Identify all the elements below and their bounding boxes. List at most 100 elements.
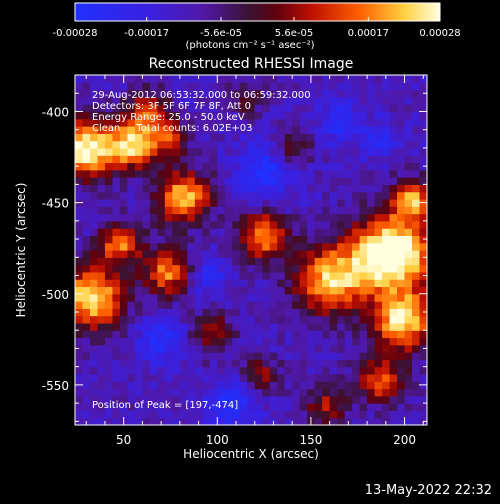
heatmap-cell — [179, 198, 188, 207]
heatmap-cell — [172, 395, 181, 404]
heatmap-cell — [164, 118, 173, 127]
heatmap-cell — [149, 410, 158, 419]
heatmap-cell — [374, 279, 383, 288]
heatmap-cell — [314, 359, 323, 368]
heatmap-cell — [209, 198, 218, 207]
heatmap-cell — [382, 315, 391, 324]
heatmap-cell — [322, 315, 331, 324]
heatmap-cell — [172, 206, 181, 215]
heatmap-cell — [269, 126, 278, 134]
heatmap-cell — [397, 235, 406, 244]
heatmap-cell — [142, 228, 151, 237]
heatmap-cell — [404, 169, 413, 178]
heatmap-cell — [104, 359, 114, 368]
heatmap-cell — [382, 293, 391, 302]
heatmap-cell — [329, 410, 338, 419]
heatmap-cell — [277, 220, 286, 229]
heatmap-cell — [217, 169, 226, 178]
heatmap-cell — [164, 147, 173, 156]
heatmap-cell — [412, 301, 421, 309]
heatmap-cell — [307, 155, 316, 164]
heatmap-cell — [104, 118, 114, 127]
heatmap-cell — [262, 184, 271, 193]
heatmap-cell — [329, 191, 338, 200]
heatmap-cell — [232, 242, 241, 251]
heatmap-cell — [217, 140, 226, 149]
heatmap-cell — [337, 104, 346, 113]
heatmap-cell — [179, 279, 188, 288]
heatmap-cell — [179, 403, 188, 412]
heatmap-cell — [277, 89, 286, 98]
heatmap-cell — [419, 133, 427, 142]
heatmap-cell — [344, 373, 353, 382]
heatmap-cell — [157, 118, 166, 127]
heatmap-cell — [187, 104, 196, 113]
heatmap-cell — [322, 169, 331, 178]
heatmap-cell — [89, 140, 99, 149]
heatmap-cell — [382, 359, 391, 368]
heatmap-cell — [149, 417, 158, 425]
heatmap-cell — [142, 381, 151, 390]
heatmap-cell — [194, 271, 203, 280]
heatmap-cell — [187, 133, 196, 142]
heatmap-cell — [157, 373, 166, 382]
heatmap-cell — [104, 293, 114, 302]
heatmap-cell — [412, 286, 421, 295]
heatmap-cell — [397, 96, 406, 105]
heatmap-cell — [352, 133, 361, 142]
heatmap-cell — [352, 250, 361, 258]
heatmap-cell — [157, 177, 166, 185]
heatmap-cell — [352, 381, 361, 390]
heatmap-cell — [254, 96, 263, 105]
heatmap-cell — [397, 315, 406, 324]
heatmap-cell — [134, 140, 143, 149]
heatmap-cell — [119, 89, 129, 98]
heatmap-cell — [89, 308, 99, 317]
heatmap-cell — [209, 89, 218, 98]
heatmap-cell — [322, 133, 331, 142]
heatmap-cell — [142, 359, 151, 368]
heatmap-cell — [269, 169, 278, 178]
heatmap-cell — [352, 82, 361, 91]
heatmap-cell — [419, 315, 427, 324]
heatmap-cell — [269, 293, 278, 302]
heatmap-cell — [307, 293, 316, 302]
heatmap-cell — [179, 213, 188, 222]
heatmap-cell — [412, 140, 421, 149]
heatmap-cell — [329, 140, 338, 149]
heatmap-cell — [397, 198, 406, 207]
heatmap-cell — [239, 322, 248, 331]
heatmap-cell — [374, 213, 383, 222]
heatmap-cell — [232, 271, 241, 280]
heatmap-cell — [284, 359, 293, 368]
heatmap-cell — [202, 111, 211, 120]
heatmap-cell — [397, 381, 406, 390]
heatmap-cell — [149, 381, 158, 390]
heatmap-cell — [142, 213, 151, 222]
heatmap-cell — [112, 191, 121, 200]
heatmap-cell — [284, 417, 293, 425]
heatmap-cell — [202, 126, 211, 134]
heatmap-cell — [149, 140, 158, 149]
heatmap-cell — [262, 118, 271, 127]
heatmap-cell — [89, 257, 99, 266]
heatmap-cell — [389, 264, 398, 273]
heatmap-cell — [314, 126, 323, 134]
heatmap-cell — [337, 417, 346, 425]
heatmap-cell — [142, 242, 151, 251]
heatmap-cell — [194, 104, 203, 113]
heatmap-cell — [97, 235, 106, 244]
heatmap-cell — [157, 250, 166, 258]
heatmap-cell — [412, 184, 421, 193]
heatmap-cell — [277, 337, 286, 346]
heatmap-cell — [209, 235, 218, 244]
heatmap-cell — [262, 111, 271, 120]
heatmap-cell — [164, 250, 173, 258]
heatmap-cell — [412, 220, 421, 229]
heatmap-cell — [337, 184, 346, 193]
heatmap-cell — [119, 155, 129, 164]
heatmap-cell — [314, 111, 323, 120]
heatmap-cell — [224, 191, 233, 200]
heatmap-cell — [352, 206, 361, 215]
heatmap-cell — [314, 177, 323, 185]
